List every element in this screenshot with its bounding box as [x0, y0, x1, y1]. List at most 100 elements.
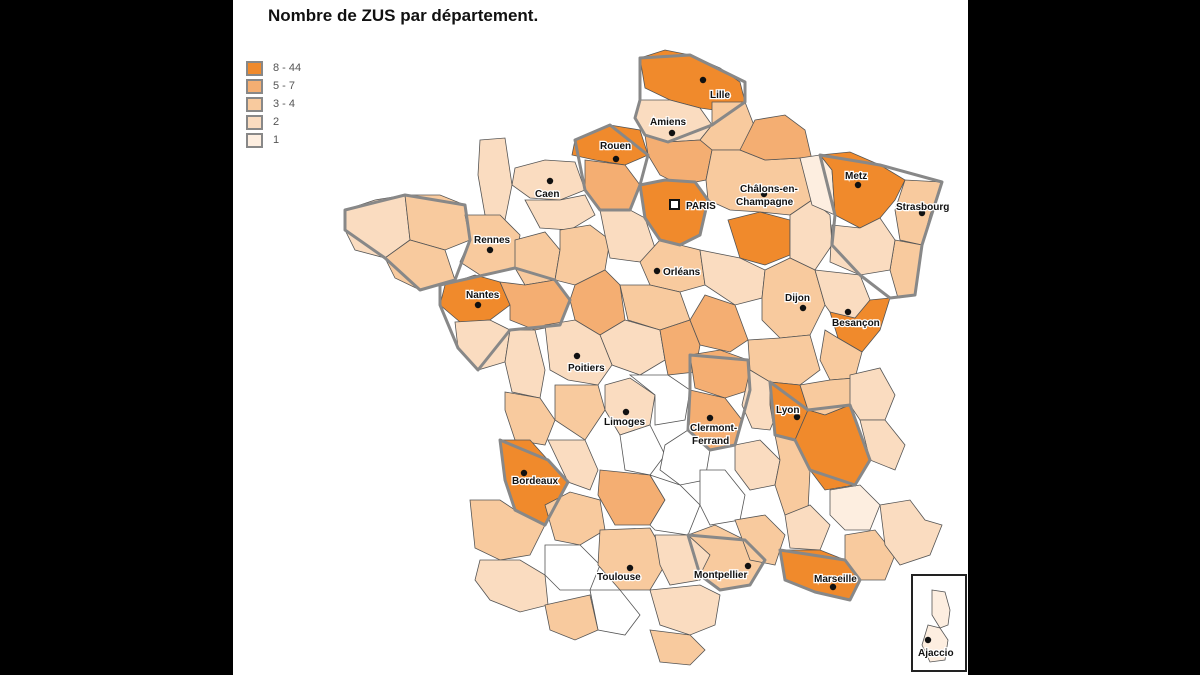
department[interactable]	[628, 374, 691, 426]
city-label: Poitiers	[568, 363, 605, 374]
city-label: Lille	[710, 90, 730, 101]
legend-label: 3 - 4	[273, 98, 296, 110]
city-marker	[474, 301, 482, 309]
department[interactable]	[514, 231, 561, 286]
city-marker	[854, 181, 862, 189]
department[interactable]	[649, 584, 721, 636]
city-marker	[520, 469, 528, 477]
department[interactable]	[689, 294, 749, 353]
city-marker	[486, 246, 494, 254]
city-label: Ajaccio	[918, 648, 954, 659]
city-label: Ferrand	[692, 436, 729, 447]
cities-layer: Lille Amiens Rouen Caen Châlons-en- Cham…	[465, 76, 955, 660]
department[interactable]	[544, 594, 599, 641]
region-border	[343, 193, 472, 292]
city-label: Strasbourg	[896, 202, 949, 213]
city-marker	[699, 76, 707, 84]
department[interactable]	[544, 319, 613, 386]
city-marker	[799, 304, 807, 312]
legend-item: 8 - 44	[246, 59, 301, 77]
department[interactable]	[921, 624, 949, 663]
region-border	[778, 548, 862, 602]
department[interactable]	[784, 504, 831, 551]
department[interactable]	[849, 367, 896, 421]
department[interactable]	[879, 499, 943, 566]
legend-swatch	[246, 60, 263, 76]
legend-item: 3 - 4	[246, 95, 301, 113]
city-label: Amiens	[650, 117, 687, 128]
department[interactable]	[734, 439, 781, 491]
city-label: Rouen	[600, 141, 631, 152]
map-title: Nombre de ZUS par département.	[268, 6, 539, 25]
region-border	[768, 380, 872, 487]
legend-label: 5 - 7	[273, 80, 296, 92]
city-label: PARIS	[686, 201, 716, 212]
department[interactable]	[469, 499, 546, 561]
legend-swatch	[246, 78, 263, 94]
legend-swatch	[246, 96, 263, 112]
city-marker	[626, 564, 634, 572]
department[interactable]	[474, 559, 549, 613]
department[interactable]	[649, 474, 701, 536]
city-label: Bordeaux	[512, 476, 559, 487]
department[interactable]	[619, 424, 666, 476]
city-label: Metz	[845, 171, 867, 182]
city-marker	[668, 129, 676, 137]
department[interactable]	[829, 484, 881, 531]
region-border	[438, 266, 572, 372]
legend-label: 8 - 44	[273, 62, 302, 74]
region-border	[686, 353, 752, 452]
department[interactable]	[819, 151, 906, 229]
city-label: Besançon	[832, 318, 880, 329]
city-marker	[653, 267, 661, 275]
department[interactable]	[544, 491, 606, 546]
department[interactable]	[544, 544, 601, 591]
department[interactable]	[649, 629, 706, 666]
legend-swatch	[246, 114, 263, 130]
city-marker	[793, 413, 801, 421]
department[interactable]	[829, 217, 896, 276]
city-label: Lyon	[776, 405, 800, 416]
city-marker	[622, 408, 630, 416]
city-label: Nantes	[466, 290, 500, 301]
city-marker	[744, 562, 752, 570]
region-border	[633, 53, 747, 144]
city-marker	[573, 352, 581, 360]
department[interactable]	[547, 439, 599, 491]
department[interactable]	[554, 384, 606, 441]
capital-marker	[669, 199, 680, 210]
department[interactable]	[504, 329, 546, 399]
legend-label: 2	[273, 116, 280, 128]
city-marker	[612, 155, 620, 163]
departments-layer	[344, 49, 951, 666]
department[interactable]	[504, 391, 556, 446]
region-border	[638, 178, 710, 247]
city-marker	[760, 190, 768, 198]
city-label: Caen	[535, 189, 559, 200]
legend-item: 2	[246, 113, 301, 131]
city-label: Rennes	[474, 235, 511, 246]
region-border	[686, 533, 767, 592]
region-borders-layer	[343, 53, 944, 602]
legend: 8 - 44 5 - 7 3 - 4 2 1	[246, 59, 301, 149]
department[interactable]	[477, 137, 513, 221]
department[interactable]	[699, 469, 746, 526]
corsica-inset-frame	[911, 574, 967, 672]
legend-label: 1	[273, 134, 280, 146]
region-border	[573, 123, 650, 212]
city-label: Champagne	[736, 197, 794, 208]
city-label: Montpellier	[694, 570, 747, 581]
department[interactable]	[571, 124, 649, 166]
city-label: Clermont-	[690, 423, 737, 434]
city-marker	[706, 414, 714, 422]
city-label: Marseille	[814, 574, 857, 585]
department[interactable]	[644, 134, 713, 186]
department[interactable]	[931, 589, 951, 629]
city-marker	[924, 636, 932, 644]
department[interactable]	[524, 194, 596, 231]
department[interactable]	[727, 211, 791, 266]
city-label: Toulouse	[597, 572, 641, 583]
region-border	[818, 153, 944, 300]
city-marker	[829, 583, 837, 591]
